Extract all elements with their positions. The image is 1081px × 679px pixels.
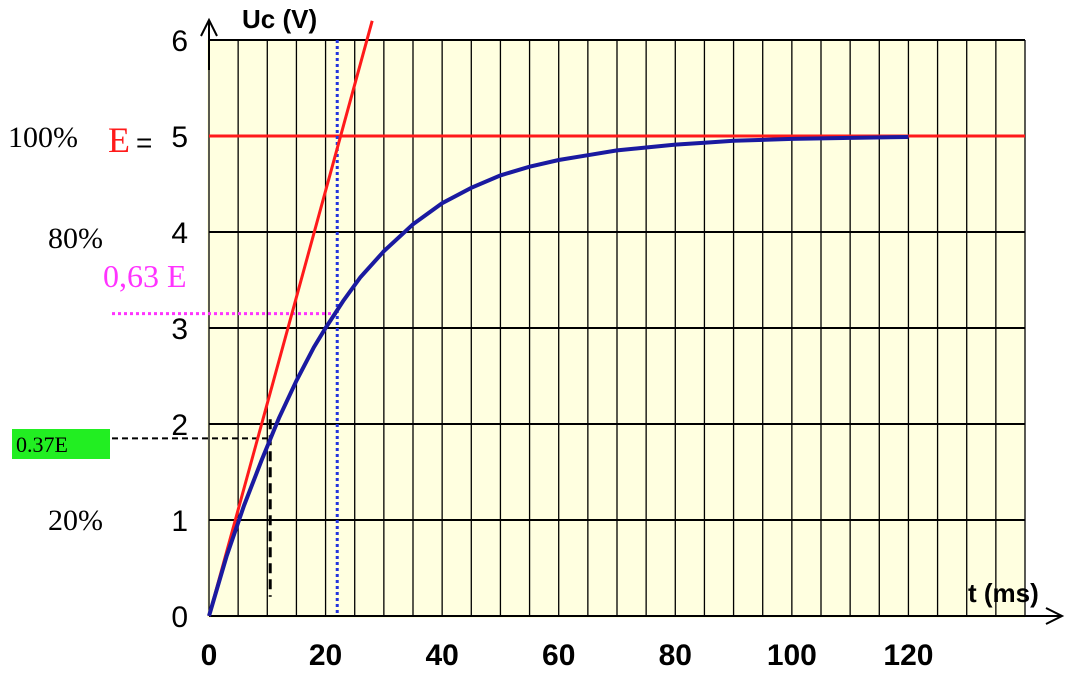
label-037e: 0.37E	[16, 432, 68, 457]
label-037e-highlight	[12, 429, 110, 459]
x-tick-label: 120	[883, 639, 933, 672]
y-tick-label: 3	[171, 313, 188, 346]
axes	[200, 17, 1065, 625]
y-tick-label: 0	[171, 601, 188, 634]
percent-20-label: 20%	[48, 504, 103, 537]
y-tick-label: 5	[171, 121, 188, 154]
x-tick-label: 100	[767, 639, 817, 672]
x-tick-label: 80	[659, 639, 692, 672]
y-tick-label: 4	[171, 217, 188, 250]
charge-curve	[207, 135, 909, 617]
y-tick-label: 2	[171, 409, 188, 442]
tangent-line	[207, 20, 374, 617]
x-tick-label: 20	[309, 639, 342, 672]
e-label: E	[108, 120, 130, 160]
y-tick-label: 6	[171, 25, 188, 58]
x-tick-label: 40	[425, 639, 458, 672]
x-axis-arrowhead	[1045, 607, 1065, 625]
y-axis-arrowhead	[200, 17, 218, 37]
e-equals-sign: =	[136, 127, 152, 158]
x-tick-label: 60	[542, 639, 575, 672]
x-axis-label: t (ms)	[968, 578, 1039, 608]
percent-80-label: 80%	[48, 222, 103, 255]
percent-100-label: 100%	[8, 121, 78, 154]
y-axis-label: Uc (V)	[242, 4, 317, 34]
label-063e: 0,63 E	[103, 258, 187, 294]
x-tick-label: 0	[201, 639, 218, 672]
y-tick-label: 1	[171, 505, 188, 538]
